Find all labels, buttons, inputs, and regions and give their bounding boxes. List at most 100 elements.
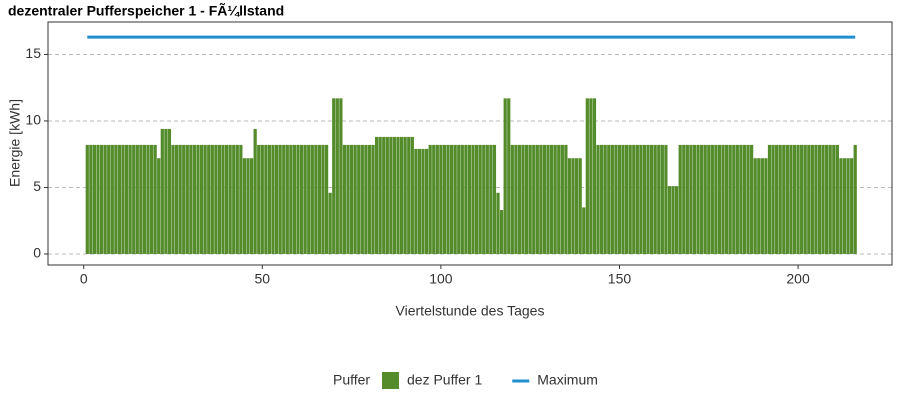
x-tick-label: 200 (786, 271, 810, 287)
bar (717, 144, 722, 254)
bar (449, 144, 454, 254)
bar (657, 144, 661, 254)
bar (471, 144, 475, 254)
bar (817, 144, 822, 254)
bar (249, 158, 254, 254)
bar (475, 144, 479, 254)
bar (614, 144, 618, 254)
bar (392, 136, 397, 254)
bar (646, 144, 650, 254)
bar (114, 144, 118, 254)
bar (507, 98, 511, 254)
bar (167, 128, 172, 254)
bar (642, 144, 647, 254)
x-tick-label: 100 (429, 271, 453, 287)
bar (592, 98, 597, 254)
bar (310, 144, 314, 254)
bar (153, 144, 157, 254)
bar (446, 144, 450, 254)
bar (117, 144, 122, 254)
bar (671, 186, 675, 254)
bar (103, 144, 107, 254)
bar (228, 144, 232, 254)
y-tick-label: 5 (33, 178, 41, 194)
bar (725, 144, 729, 254)
bar (299, 144, 304, 254)
bar (274, 144, 279, 254)
bar (678, 144, 682, 254)
bar (585, 98, 589, 254)
bar (832, 144, 836, 254)
bar (132, 144, 136, 254)
x-tick-label: 150 (608, 271, 632, 287)
bar (364, 144, 368, 254)
bar (485, 144, 489, 254)
bar (289, 144, 293, 254)
bar (542, 144, 547, 254)
bar (442, 144, 447, 254)
x-axis-label: Viertelstunde des Tages (396, 303, 545, 319)
bar (464, 144, 468, 254)
chart-title: dezentraler Pufferspeicher 1 - FÃ¼llstan… (8, 2, 284, 19)
bar (632, 144, 636, 254)
bar (546, 144, 550, 254)
bar (396, 136, 400, 254)
bar (214, 144, 218, 254)
bar (203, 144, 207, 254)
bar (696, 144, 700, 254)
bar (342, 144, 347, 254)
bar (800, 144, 804, 254)
bar (639, 144, 643, 254)
bar (835, 144, 839, 254)
bar (582, 207, 586, 254)
bar (89, 144, 93, 254)
bar (792, 144, 797, 254)
legend-label: Maximum (537, 372, 598, 388)
bar (253, 128, 257, 254)
bar (764, 158, 768, 254)
bar (782, 144, 786, 254)
bar (539, 144, 543, 254)
bar (460, 144, 464, 254)
bar (217, 144, 222, 254)
bar (378, 136, 382, 254)
bar (714, 144, 718, 254)
bar (846, 158, 850, 254)
bar (85, 144, 89, 254)
bar (810, 144, 814, 254)
bar (500, 210, 504, 254)
bar (757, 158, 761, 254)
bar (242, 158, 247, 254)
bar (771, 144, 775, 254)
bar (432, 144, 436, 254)
bar (174, 144, 179, 254)
bar (732, 144, 736, 254)
bar (821, 144, 825, 254)
bar (503, 98, 507, 254)
bar (550, 144, 554, 254)
bar (232, 144, 236, 254)
bar (628, 144, 632, 254)
bar (189, 144, 193, 254)
bar (510, 144, 514, 254)
bar (496, 192, 500, 254)
bar (553, 144, 557, 254)
bar (803, 144, 807, 254)
bar (235, 144, 239, 254)
bar (360, 144, 364, 254)
bar (532, 144, 536, 254)
y-tick-label: 10 (25, 112, 41, 128)
bar (564, 144, 568, 254)
bar (307, 144, 311, 254)
bar (707, 144, 711, 254)
bar (700, 144, 704, 254)
bar (260, 144, 264, 254)
bar (346, 144, 350, 254)
bar (182, 144, 186, 254)
bar (417, 148, 422, 254)
bar (785, 144, 789, 254)
bar (92, 144, 97, 254)
bar (685, 144, 689, 254)
bar (750, 144, 754, 254)
bar (675, 186, 679, 254)
